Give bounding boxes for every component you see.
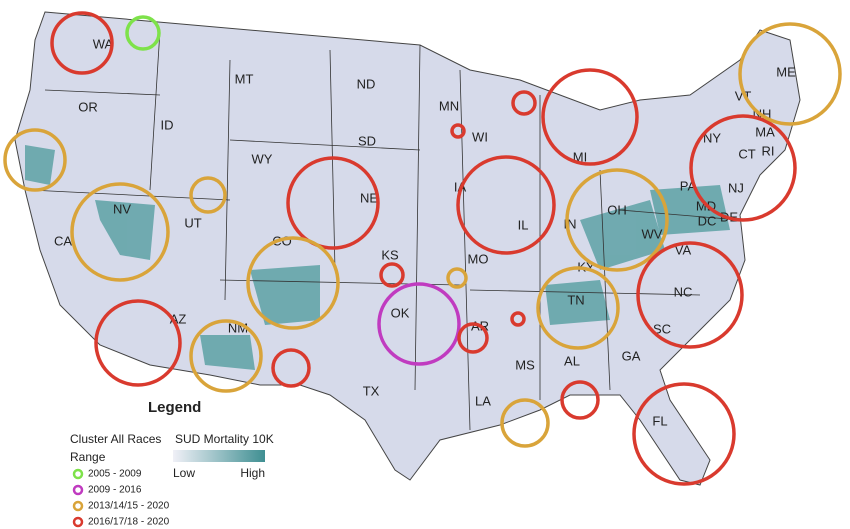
state-label: LA [475,393,491,408]
region [545,280,610,325]
state-label: NY [703,130,721,145]
cluster-circle [125,15,161,51]
legend-symbol [72,500,84,512]
state-label: NJ [728,180,744,195]
state-label: RI [762,143,775,158]
state-label: MO [468,251,489,266]
cluster-circle [500,398,550,448]
cluster-circle [457,322,489,354]
state-label: WV [642,226,663,241]
region [580,200,665,270]
state-label: AL [564,353,580,368]
state-label: WA [93,36,114,51]
region [250,265,320,325]
state-label: WI [472,129,488,144]
high-mortality-areas [25,145,730,370]
state-label: GA [622,348,641,363]
legend-symbol [72,468,84,480]
legend-symbol [72,484,84,496]
cluster-circle [189,319,263,393]
cluster-circle [636,241,744,349]
cluster-circle [271,348,311,388]
region [650,185,730,235]
cluster-circle [446,267,468,289]
region [200,335,255,370]
cluster-circle [246,236,340,330]
scale-title: SUD Mortality 10K [175,432,274,446]
legend-label: 2013/14/15 - 2020 [88,501,170,512]
state-label: NC [674,284,693,299]
state-label: ID [161,117,174,132]
state-label: MT [235,71,254,86]
cluster-circle [510,311,526,327]
state-label: TN [567,292,584,307]
cluster-circle [450,123,466,139]
cluster-circle [560,380,600,420]
state-label: TX [363,383,380,398]
legend-label: 2016/17/18 - 2020 [88,517,170,528]
legend-label: 2005 - 2009 [88,469,142,480]
cluster-circle [456,155,556,255]
state-label: DC [698,213,717,228]
cluster-circle [94,299,182,387]
state-label: SD [358,133,376,148]
state-label: CT [738,146,755,161]
range-title: Range [70,450,106,464]
cluster-circle [565,168,669,272]
state-label: FL [652,413,667,428]
state-label: IL [518,217,529,232]
state-label: NV [113,201,131,216]
scale-bar [173,450,265,462]
cluster-circle [377,282,461,366]
cluster-circle [689,114,797,222]
state-label: WY [252,151,273,166]
scale-high: High [240,466,265,480]
state-label: OH [607,202,627,217]
cluster-circle [189,176,227,214]
state-label: OR [78,99,98,114]
cluster-circle [379,262,405,288]
state-label: MN [439,98,459,113]
region [25,145,55,185]
cluster-circle [536,266,620,350]
us-outline [14,11,801,486]
state-label: NE [360,190,378,205]
legend-symbol [72,516,84,528]
cluster-title: Cluster All Races [70,432,161,446]
state-label: MS [515,357,535,372]
cluster-circle [632,382,736,486]
region [95,200,155,260]
state-label: ND [357,76,376,91]
legend-label: 2009 - 2016 [88,485,142,496]
state-label: MA [755,124,775,139]
cluster-circle [50,11,114,75]
state-label: UT [184,215,201,230]
scale-low: Low [173,466,195,480]
state-label: ME [776,64,796,79]
state-label: SC [653,321,671,336]
cluster-circle [511,90,537,116]
cluster-circle [70,182,170,282]
cluster-circle [738,22,842,126]
state-label: CA [54,233,72,248]
cluster-circle [3,128,67,192]
state-label: KS [381,247,399,262]
cluster-circle [286,156,380,250]
state-label: VA [675,242,692,257]
cluster-circle [541,68,639,166]
legend-title: Legend [148,399,201,416]
state-label: OK [391,305,410,320]
